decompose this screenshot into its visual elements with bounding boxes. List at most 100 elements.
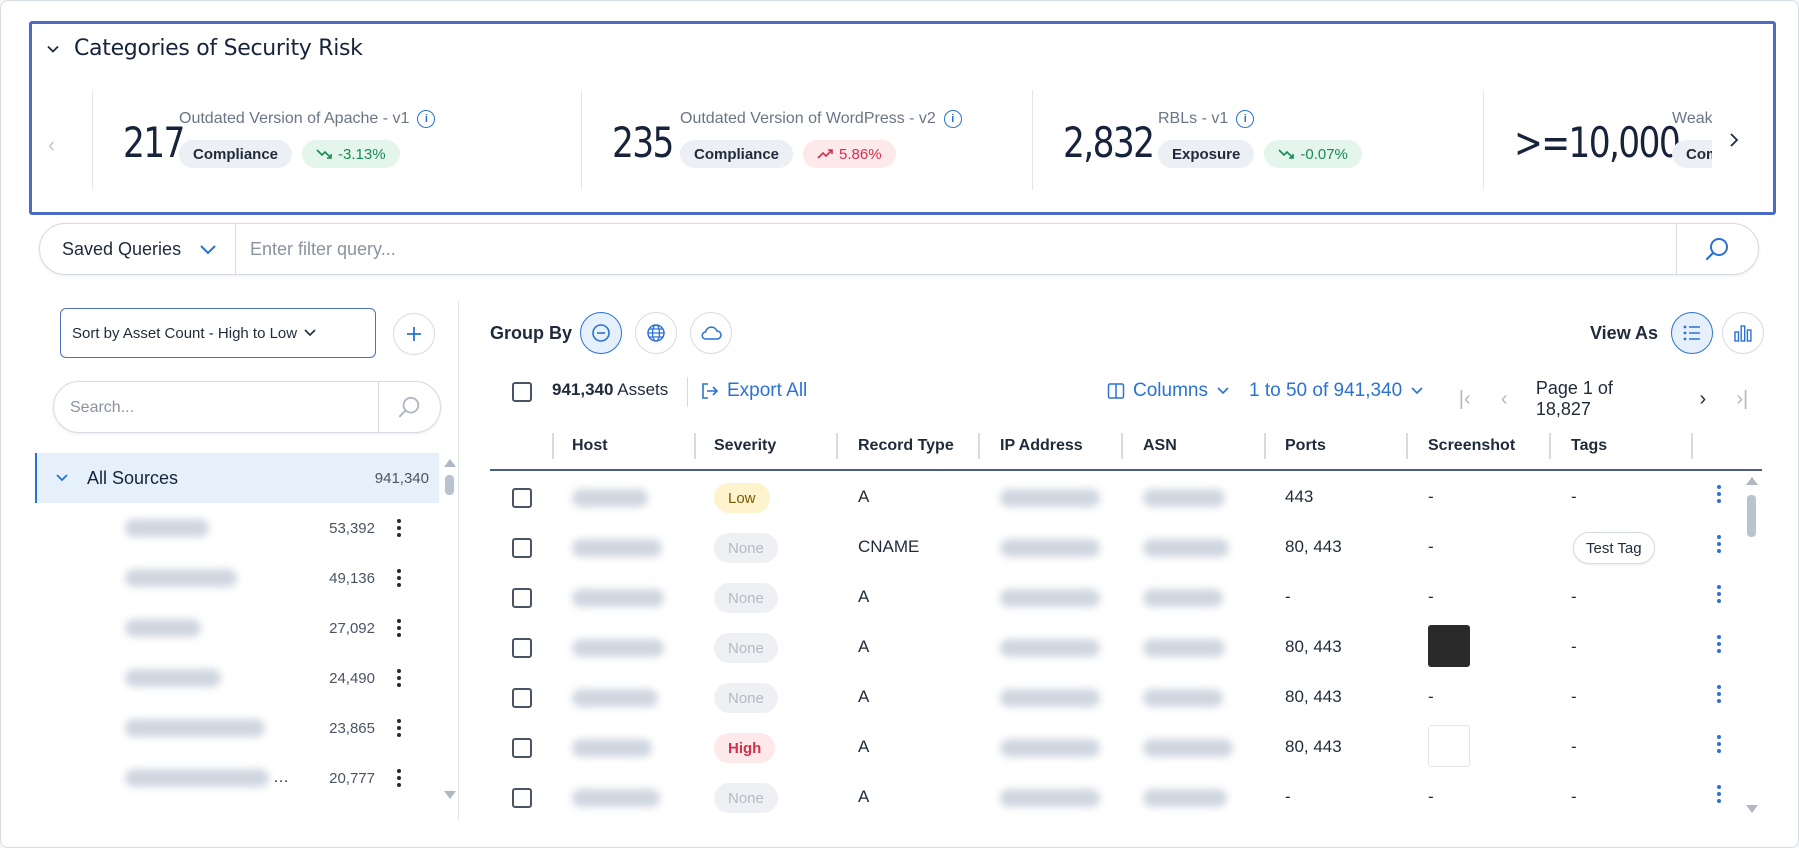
column-header-host[interactable]: Host — [572, 437, 608, 454]
list-view-button[interactable] — [1671, 312, 1713, 354]
chart-view-button[interactable] — [1722, 312, 1764, 354]
source-item[interactable]: 23,865 — [35, 703, 439, 753]
search-icon — [1705, 238, 1728, 261]
more-options-icon[interactable] — [393, 619, 405, 637]
table-row[interactable]: Low A 443 - - — [490, 473, 1762, 523]
screenshot-thumbnail[interactable] — [1428, 625, 1470, 667]
risk-card[interactable]: 2,832 RBLs - v1 i Exposure -0.07% — [1032, 90, 1434, 190]
sort-dropdown[interactable]: Sort by Asset Count - High to Low — [60, 308, 376, 358]
filter-query-input[interactable] — [238, 230, 1708, 268]
row-checkbox[interactable] — [512, 588, 532, 608]
row-checkbox[interactable] — [512, 788, 532, 808]
carousel-next-icon[interactable] — [1725, 128, 1743, 152]
source-item[interactable]: 24,490 — [35, 653, 439, 703]
first-page-icon[interactable]: |‹ — [1458, 387, 1471, 410]
column-divider[interactable] — [1691, 433, 1693, 459]
more-options-icon[interactable] — [393, 769, 405, 787]
column-divider[interactable] — [552, 433, 554, 459]
table-row[interactable]: None CNAME 80, 443 - Test Tag — [490, 523, 1762, 573]
row-more-options-icon[interactable] — [1713, 735, 1725, 753]
columns-dropdown[interactable]: Columns — [1107, 380, 1230, 402]
row-more-options-icon[interactable] — [1713, 585, 1725, 603]
scroll-up-icon[interactable] — [1746, 477, 1758, 485]
row-checkbox[interactable] — [512, 688, 532, 708]
row-checkbox[interactable] — [512, 488, 532, 508]
source-search-input[interactable] — [70, 394, 370, 422]
scroll-down-icon[interactable] — [444, 791, 456, 799]
column-header-tags[interactable]: Tags — [1571, 437, 1608, 454]
row-checkbox[interactable] — [512, 538, 532, 558]
scroll-down-icon[interactable] — [1746, 805, 1758, 813]
screenshot-thumbnail[interactable] — [1428, 725, 1470, 767]
row-more-options-icon[interactable] — [1713, 635, 1725, 653]
select-all-checkbox[interactable] — [512, 382, 532, 402]
next-page-icon[interactable]: › — [1699, 387, 1707, 410]
column-header-severity[interactable]: Severity — [714, 437, 777, 454]
carousel-prev-icon[interactable]: ‹ — [48, 132, 56, 157]
source-count: 49,136 — [329, 569, 375, 587]
scroll-up-icon[interactable] — [444, 459, 456, 467]
more-options-icon[interactable] — [393, 519, 405, 537]
table-row[interactable]: High A 80, 443 - — [490, 723, 1762, 773]
saved-queries-dropdown[interactable]: Saved Queries — [40, 224, 236, 274]
page-size-dropdown[interactable]: 1 to 50 of 941,340 — [1249, 380, 1424, 402]
chevron-down-icon[interactable] — [55, 473, 69, 483]
more-options-icon[interactable] — [393, 669, 405, 687]
info-icon[interactable]: i — [417, 110, 436, 128]
group-by-domain-button[interactable] — [635, 312, 677, 354]
row-more-options-icon[interactable] — [1713, 485, 1725, 503]
filter-search-button[interactable] — [1676, 224, 1758, 274]
group-by-none-button[interactable] — [580, 312, 622, 354]
source-item[interactable]: 53,392 — [35, 503, 439, 553]
category-badge: Compliance — [1672, 140, 1712, 168]
column-divider[interactable] — [836, 433, 838, 459]
table-row[interactable]: None A 80, 443 - - — [490, 673, 1762, 723]
row-checkbox[interactable] — [512, 638, 532, 658]
redacted-ip — [1000, 589, 1100, 607]
row-checkbox[interactable] — [512, 738, 532, 758]
add-source-button[interactable] — [393, 313, 435, 355]
table-row[interactable]: None A - - - — [490, 573, 1762, 623]
sources-scrollbar[interactable] — [444, 459, 456, 799]
tag-chip[interactable]: Test Tag — [1573, 532, 1655, 564]
risk-panel-header[interactable]: Categories of Security Risk — [46, 36, 363, 61]
risk-card-chips: Compliance 5.86% — [680, 140, 896, 168]
redacted-ip — [1000, 689, 1100, 707]
risk-card[interactable]: 235 Outdated Version of WordPress - v2 i… — [581, 90, 983, 190]
column-divider[interactable] — [1406, 433, 1408, 459]
table-scrollbar[interactable] — [1746, 477, 1758, 813]
row-more-options-icon[interactable] — [1713, 785, 1725, 803]
column-divider[interactable] — [1264, 433, 1266, 459]
scroll-thumb[interactable] — [445, 475, 454, 495]
risk-card[interactable]: 217 Outdated Version of Apache - v1 i Co… — [92, 90, 494, 190]
column-divider[interactable] — [1121, 433, 1123, 459]
column-header-ports[interactable]: Ports — [1285, 437, 1326, 454]
prev-page-icon[interactable]: ‹ — [1500, 387, 1508, 410]
scroll-thumb[interactable] — [1747, 495, 1756, 537]
source-item[interactable]: 27,092 — [35, 603, 439, 653]
column-header-screenshot[interactable]: Screenshot — [1428, 437, 1516, 454]
last-page-icon[interactable]: ›| — [1736, 387, 1749, 410]
info-icon[interactable]: i — [1236, 110, 1255, 128]
table-row[interactable]: None A 80, 443 - — [490, 623, 1762, 673]
export-all-button[interactable]: Export All — [701, 380, 807, 402]
column-divider[interactable] — [978, 433, 980, 459]
source-search-button[interactable] — [378, 382, 440, 432]
source-item[interactable]: … 20,777 — [35, 753, 439, 803]
table-row[interactable]: None A - - - — [490, 773, 1762, 823]
source-item[interactable]: 49,136 — [35, 553, 439, 603]
more-options-icon[interactable] — [393, 719, 405, 737]
chevron-down-icon[interactable] — [46, 42, 60, 56]
row-more-options-icon[interactable] — [1713, 685, 1725, 703]
group-by-cloud-button[interactable] — [690, 312, 732, 354]
row-more-options-icon[interactable] — [1713, 535, 1725, 553]
more-options-icon[interactable] — [393, 569, 405, 587]
risk-card[interactable]: >=10,000 Weak SSL Compliance — [1483, 90, 1712, 190]
sidebar-item-all-sources[interactable]: All Sources 941,340 — [35, 453, 439, 503]
column-header-asn[interactable]: ASN — [1143, 437, 1177, 454]
column-header-ip-address[interactable]: IP Address — [1000, 437, 1083, 454]
column-divider[interactable] — [694, 433, 696, 459]
column-divider[interactable] — [1549, 433, 1551, 459]
info-icon[interactable]: i — [943, 110, 962, 128]
column-header-record-type[interactable]: Record Type — [858, 437, 954, 454]
